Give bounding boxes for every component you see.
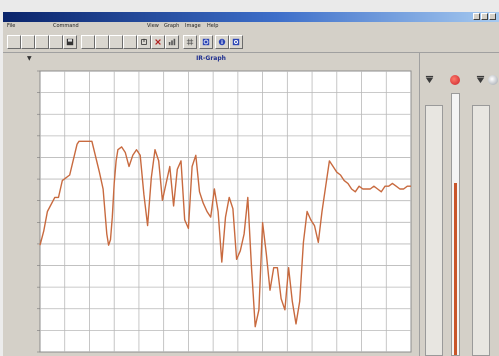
zoom-icon [202, 38, 210, 46]
chart-title: IR-Graph [196, 55, 226, 62]
close-button[interactable] [489, 13, 496, 20]
toolbar-button-blank[interactable] [109, 35, 123, 49]
scale-right [472, 105, 490, 356]
toolbar-button-save[interactable] [63, 35, 77, 49]
level-fill [454, 182, 457, 355]
toolbar-button-delete[interactable] [151, 35, 165, 49]
toolbar-button-info[interactable] [215, 35, 229, 49]
menu-help[interactable]: Help [207, 23, 219, 29]
toolbar-button-blank[interactable] [81, 35, 95, 49]
level-meter[interactable] [451, 93, 460, 356]
toolbar-button-chart[interactable] [165, 35, 179, 49]
chart-header: ▼ IR-Graph [3, 53, 419, 65]
toolbar-button-export[interactable] [137, 35, 151, 49]
maximize-button[interactable] [481, 13, 488, 20]
menu-view[interactable]: View [147, 23, 159, 29]
export-icon [141, 38, 147, 45]
plot-frame [3, 65, 419, 356]
red-knob-icon[interactable] [450, 75, 460, 85]
desktop-background [0, 0, 499, 12]
menu-graph[interactable]: Graph [164, 23, 180, 29]
app-window: File Command View Graph Image Help ▼ IR-… [3, 12, 499, 356]
toolbar-button-blank[interactable] [49, 35, 63, 49]
grid-icon [186, 38, 194, 46]
collapse-arrow-icon[interactable]: ▼ [27, 55, 32, 62]
toolbar-button-blank[interactable] [21, 35, 35, 49]
menu-file[interactable]: File [7, 23, 16, 29]
menu-image[interactable]: Image [185, 23, 201, 29]
chart-icon [168, 38, 176, 46]
data-series-line [39, 140, 411, 328]
toolbar-button-grid[interactable] [183, 35, 197, 49]
plot-area [39, 70, 412, 353]
minimize-button[interactable] [473, 13, 480, 20]
scale-left [425, 105, 443, 356]
pin-arrow-icon[interactable] [425, 75, 434, 84]
grey-knob-icon[interactable] [488, 75, 498, 85]
stats-icon [232, 38, 240, 46]
toolbar-button-blank[interactable] [35, 35, 49, 49]
window-titlebar[interactable] [3, 12, 499, 22]
menubar: File Command View Graph Image Help [3, 22, 499, 32]
menu-command[interactable]: Command [53, 23, 79, 29]
info-icon [218, 38, 226, 46]
toolbar-button-zoom[interactable] [199, 35, 213, 49]
toolbar-button-blank[interactable] [123, 35, 137, 49]
toolbar-button-blank[interactable] [7, 35, 21, 49]
toolbar [3, 32, 499, 53]
side-panel [419, 53, 499, 356]
ir-graph-chart[interactable] [3, 65, 419, 356]
toolbar-button-stats[interactable] [229, 35, 243, 49]
toolbar-button-blank[interactable] [95, 35, 109, 49]
delete-icon [155, 39, 161, 45]
pin-arrow-icon[interactable] [476, 75, 485, 84]
save-icon [66, 38, 74, 46]
